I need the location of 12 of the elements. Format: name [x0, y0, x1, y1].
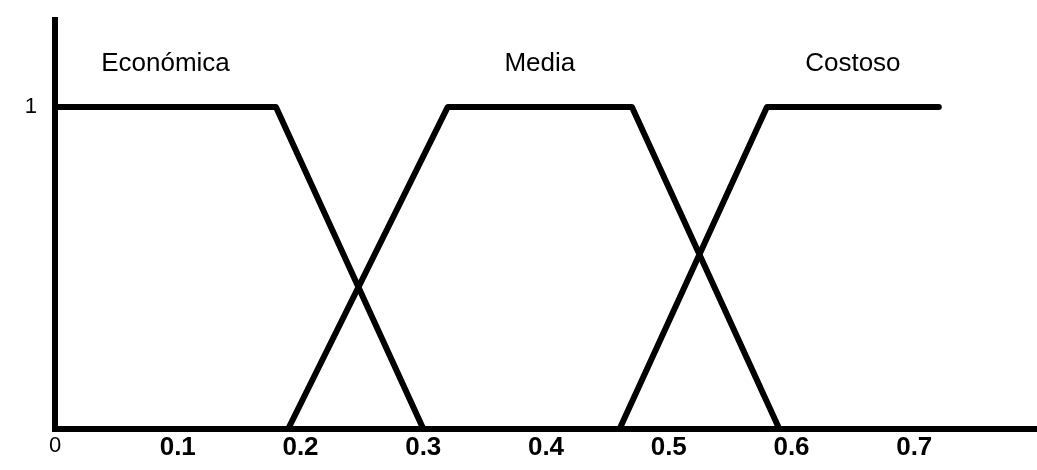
- series-label: Económica: [101, 47, 231, 78]
- text: 0: [48, 431, 62, 457]
- x-tick-label: 0.4: [527, 430, 565, 461]
- x-tick-label: 0.5: [650, 430, 687, 461]
- series-label: Media: [504, 47, 576, 78]
- x-tick-label: 0.2: [282, 430, 319, 461]
- series-label: Costoso: [805, 47, 901, 78]
- x-tick-label: 0.6: [773, 430, 810, 461]
- x-tick-label: 0.3: [405, 430, 442, 461]
- x-tick-label: 0.1: [159, 430, 196, 461]
- text: 1: [24, 92, 37, 118]
- x-tick-label: 0.7: [896, 430, 933, 461]
